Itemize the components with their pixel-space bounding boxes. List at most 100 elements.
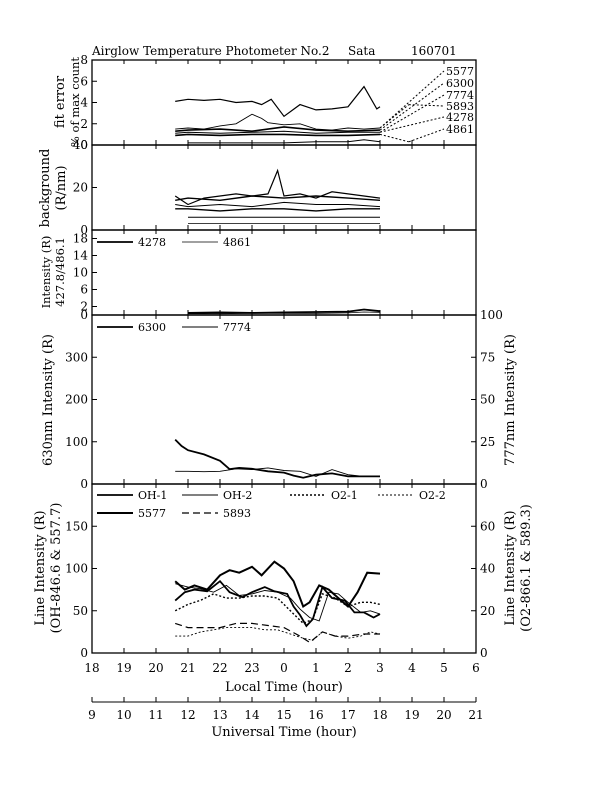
- local-time-axis: 18 19 20 21 22 23 0 1 2 3 4 5 6: [84, 661, 479, 675]
- local-time-tick-label: 22: [212, 661, 227, 675]
- background-ylabel-2: (R/nm): [54, 165, 69, 210]
- y-tick-label: 0: [80, 308, 88, 322]
- fit-error-series: [175, 85, 381, 118]
- local-time-tick-label: 2: [344, 661, 352, 675]
- universal-time-tick-label: 14: [244, 708, 260, 722]
- y-tick-label: 0: [80, 646, 88, 660]
- fit-error-series: [175, 130, 380, 134]
- panel-630-777-frame: [91, 314, 477, 485]
- line-intensity-legend-label: O2-1: [331, 489, 358, 502]
- fit-error-fan-line: [379, 133, 409, 143]
- chart-title-date: 160701: [411, 44, 457, 58]
- universal-time-tick-label: 10: [116, 708, 131, 722]
- y-right-tick-label: 0: [480, 477, 488, 491]
- y-tick-label: 100: [65, 435, 88, 449]
- local-time-tick-label: 18: [84, 661, 99, 675]
- fit-error-series: [188, 139, 381, 144]
- line-intensity-right-ylabel-2: (O2-866.1 & 589.3): [519, 504, 534, 632]
- fit-error-ylabel-2: % of max count: [68, 57, 82, 147]
- local-time-axis-label: Local Time (hour): [225, 680, 343, 695]
- y-right-tick-label: 75: [480, 350, 495, 364]
- y-tick-label: 2: [80, 117, 88, 131]
- line-intensity-legend-label: 5893: [223, 507, 251, 520]
- y-right-tick-label: 60: [480, 519, 495, 533]
- chart-title: Airglow Temperature Photometer No.2: [91, 44, 330, 58]
- fit-error-fan-line: [379, 70, 445, 129]
- universal-time-tick-label: 17: [340, 708, 355, 722]
- line-intensity-legend-label: OH-2: [223, 489, 252, 502]
- y-tick-label: 200: [65, 393, 88, 407]
- local-time-tick-label: 5: [440, 661, 448, 675]
- background-series: [175, 208, 380, 212]
- line-intensity-legend-label: 5577: [138, 507, 166, 520]
- line-intensity-series: [175, 627, 381, 641]
- legend-label-4278: 4278: [138, 236, 166, 249]
- panel-fit-error-frame: [91, 59, 477, 146]
- fit-error-series: [175, 133, 381, 137]
- line-intensity-series: [174, 579, 381, 628]
- intensity-7774-line: [175, 467, 380, 477]
- universal-time-tick-label: 15: [276, 708, 291, 722]
- y-tick-label: 8: [80, 53, 88, 67]
- local-time-tick-label: 23: [244, 661, 259, 675]
- y-tick-label: 150: [65, 519, 88, 533]
- fit-error-fan-line: [379, 94, 445, 133]
- fit-error-fan-line: [379, 116, 445, 133]
- universal-time-tick-label: 16: [308, 708, 323, 722]
- universal-time-tick-label: 9: [88, 708, 96, 722]
- fit-error-legend-label: 5577: [446, 65, 474, 78]
- fit-error-legend-label: 5893: [446, 100, 474, 113]
- y-right-tick-label: 40: [480, 562, 495, 576]
- line-intensity-ylabel-2: (OH-846.6 & 557.7): [49, 503, 64, 634]
- universal-time-tick-label: 19: [404, 708, 419, 722]
- y-tick-label: 2: [80, 300, 88, 314]
- y-tick-label: 6: [80, 74, 88, 88]
- fit-error-series: [175, 126, 381, 133]
- fit-error-fan-line: [379, 104, 410, 129]
- fit-error-fan-line: [379, 82, 445, 131]
- y-tick-label: 0: [80, 138, 88, 152]
- legend-label-4861: 4861: [223, 236, 251, 249]
- background-series: [175, 195, 381, 202]
- background-series: [175, 201, 381, 208]
- local-time-tick-label: 6: [472, 661, 480, 675]
- line-intensity-series: [175, 583, 381, 622]
- y-right-tick-label: 50: [480, 393, 495, 407]
- line-intensity-series: [174, 560, 381, 609]
- line-intensity-legend-label: OH-1: [138, 489, 167, 502]
- y-tick-label: 0: [80, 223, 88, 237]
- fit-error-legend-label: 7774: [446, 89, 474, 102]
- fit-error-fan-line: [408, 128, 445, 143]
- local-time-tick-label: 19: [116, 661, 131, 675]
- y-right-tick-label: 20: [480, 604, 495, 618]
- universal-time-tick-label: 20: [436, 708, 451, 722]
- y-tick-label: 100: [65, 562, 88, 576]
- fit-error-fan-line: [408, 104, 445, 107]
- y-tick-label: 20: [73, 181, 88, 195]
- fit-error-legend-label: 4861: [446, 123, 474, 136]
- universal-time-tick-label: 18: [372, 708, 387, 722]
- intensity-4861-line: [188, 311, 381, 315]
- y-tick-label: 50: [73, 604, 88, 618]
- y-tick-label: 0: [80, 477, 88, 491]
- ylabel-777: 777nm Intensity (R): [503, 334, 518, 466]
- background-series: [174, 168, 381, 206]
- intensity-427-ylabel-1: Intensity (R): [39, 236, 53, 309]
- line-intensity-legend-label: O2-2: [419, 489, 446, 502]
- fit-error-legend-label: 4278: [446, 111, 474, 124]
- line-intensity-ylabel-1: Line Intensity (R): [33, 510, 48, 625]
- line-intensity-series: [175, 622, 380, 644]
- y-right-tick-label: 100: [480, 308, 503, 322]
- y-right-tick-label: 0: [480, 646, 488, 660]
- y-tick-label: 10: [73, 266, 88, 280]
- universal-time-tick-label: 13: [212, 708, 227, 722]
- universal-time-axis: 9 10 11 12 13 14 15 16 17 18 19 20 21: [88, 697, 484, 722]
- y-tick-label: 6: [80, 283, 88, 297]
- universal-time-tick-label: 12: [180, 708, 195, 722]
- y-tick-label: 14: [73, 249, 89, 263]
- local-time-tick-label: 4: [408, 661, 416, 675]
- y-right-tick-label: 25: [480, 435, 495, 449]
- y-tick-label: 40: [73, 138, 88, 152]
